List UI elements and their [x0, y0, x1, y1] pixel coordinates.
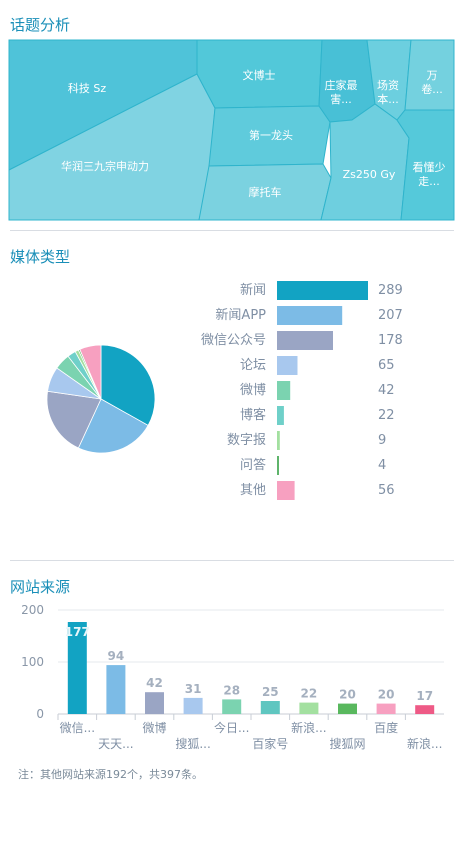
site-bar[interactable] [67, 622, 87, 714]
x-category-label: 新浪... [407, 736, 442, 751]
topic-label: 第一龙头 [249, 128, 293, 142]
site-bar[interactable] [299, 702, 319, 714]
topic-label: 庄家最 [325, 78, 358, 92]
media-category-label: 其他 [240, 483, 266, 498]
topic-label: 本... [377, 92, 399, 106]
media-value-label: 22 [378, 408, 395, 423]
topic-cell[interactable]: 万卷... [404, 39, 455, 111]
x-category-label: 新浪... [291, 720, 326, 735]
y-tick-label: 100 [21, 655, 44, 669]
media-section-title: 媒体类型 [10, 248, 71, 266]
site-value-label: 22 [301, 687, 318, 701]
topic-voronoi-treemap: 科技 Sz华润三九宗申动力文博士第一龙头摩托车庄家最害...场资本...万卷..… [8, 39, 455, 221]
x-category-label: 天天... [98, 737, 133, 751]
media-category-label: 数字报 [227, 433, 266, 448]
topic-label: 害... [330, 92, 352, 106]
topic-cell-shape [396, 109, 455, 221]
x-category-label: 微博 [142, 720, 166, 735]
y-tick-label: 200 [21, 603, 44, 617]
site-source-chart: 0 100 200 177 微信... 94 天天... 42 微博 31 搜狐... 28 今日...… [21, 603, 444, 751]
media-bar[interactable] [277, 331, 333, 350]
media-category-label: 论坛 [240, 358, 266, 373]
topic-label: 走... [418, 175, 440, 188]
media-value-label: 207 [378, 308, 403, 323]
x-category-label: 搜狐网 [329, 736, 365, 751]
topic-cell-shape [320, 103, 410, 221]
x-category-label: 百度 [374, 720, 398, 735]
topic-label: 场资 [377, 78, 399, 92]
media-value-label: 289 [378, 283, 403, 298]
topic-label: 万 [427, 69, 438, 82]
media-bar[interactable] [277, 306, 343, 325]
site-bar[interactable] [145, 692, 164, 714]
media-value-label: 42 [378, 383, 395, 398]
site-bar[interactable] [260, 701, 280, 714]
divider [10, 230, 454, 231]
site-bar[interactable] [338, 703, 357, 714]
topic-cell[interactable]: 文博士 [196, 39, 323, 109]
x-category-label: 搜狐... [175, 736, 210, 751]
footnote: 注：其他网站来源192个，共397条。 [18, 768, 203, 781]
media-value-label: 9 [378, 433, 386, 448]
site-value-label: 20 [378, 688, 395, 702]
site-value-label: 94 [108, 649, 125, 663]
site-bar[interactable] [222, 699, 242, 714]
media-value-label: 4 [378, 458, 386, 473]
y-tick-label: 0 [36, 707, 44, 721]
media-bar[interactable] [277, 406, 284, 425]
pie-slice-1[interactable] [100, 344, 156, 426]
pie-slice-2[interactable] [77, 398, 149, 454]
topic-label: 看懂少 [413, 160, 446, 174]
media-bar[interactable] [277, 481, 295, 500]
topic-cell[interactable]: Zs250 Gy [320, 103, 410, 221]
media-bar[interactable] [277, 431, 280, 450]
media-type-chart: 新闻 289 新闻APP 207 微信公众号 178 论坛 65 微博 42 博客 22 数字报 9 问答 4… [46, 281, 403, 500]
media-category-label: 新闻APP [215, 307, 266, 323]
media-bar[interactable] [277, 281, 368, 300]
x-category-label: 百家号 [252, 736, 288, 751]
topic-cell-shape [208, 105, 331, 167]
site-value-label: 42 [146, 676, 163, 690]
media-value-label: 56 [378, 483, 395, 498]
topic-label: 文博士 [243, 68, 276, 82]
site-bar[interactable] [415, 705, 435, 714]
site-value-label: 17 [416, 689, 433, 703]
topic-label: 摩托车 [249, 185, 282, 199]
pie-slice-9[interactable] [79, 344, 102, 400]
media-category-label: 微博 [240, 383, 266, 398]
site-bar[interactable] [106, 665, 126, 714]
media-value-label: 65 [378, 358, 395, 373]
site-value-label: 31 [185, 682, 202, 696]
media-bar[interactable] [277, 381, 291, 400]
site-value-label: 20 [339, 688, 356, 702]
divider [10, 560, 454, 561]
site-bar[interactable] [376, 703, 396, 714]
pie-slice-3[interactable] [46, 390, 102, 449]
site-value-label: 25 [262, 685, 279, 699]
media-value-label: 178 [378, 333, 403, 348]
media-category-label: 新闻 [240, 282, 266, 298]
topic-cell[interactable]: 第一龙头 [208, 105, 331, 167]
x-category-label: 微信... [60, 721, 95, 735]
media-bar[interactable] [277, 356, 298, 375]
topic-label: 卷... [421, 82, 443, 96]
topic-section-title: 话题分析 [10, 16, 71, 34]
media-bar[interactable] [277, 456, 279, 475]
topic-label: 华润三九宗申动力 [61, 159, 149, 173]
topic-cell[interactable]: 场资本... [366, 39, 412, 121]
topic-cell[interactable]: 摩托车 [198, 163, 332, 221]
site-value-label: 177 [65, 625, 90, 639]
topic-label: 科技 Sz [68, 81, 106, 95]
site-bar[interactable] [183, 697, 203, 714]
site-value-label: 28 [223, 683, 240, 697]
topic-label: Zs250 Gy [343, 168, 396, 181]
site-section-title: 网站来源 [10, 578, 71, 596]
media-category-label: 微信公众号 [201, 333, 266, 348]
media-category-label: 博客 [240, 407, 266, 423]
media-category-label: 问答 [240, 457, 266, 473]
topic-cell[interactable]: 看懂少走... [396, 109, 455, 221]
x-category-label: 今日... [214, 720, 249, 735]
